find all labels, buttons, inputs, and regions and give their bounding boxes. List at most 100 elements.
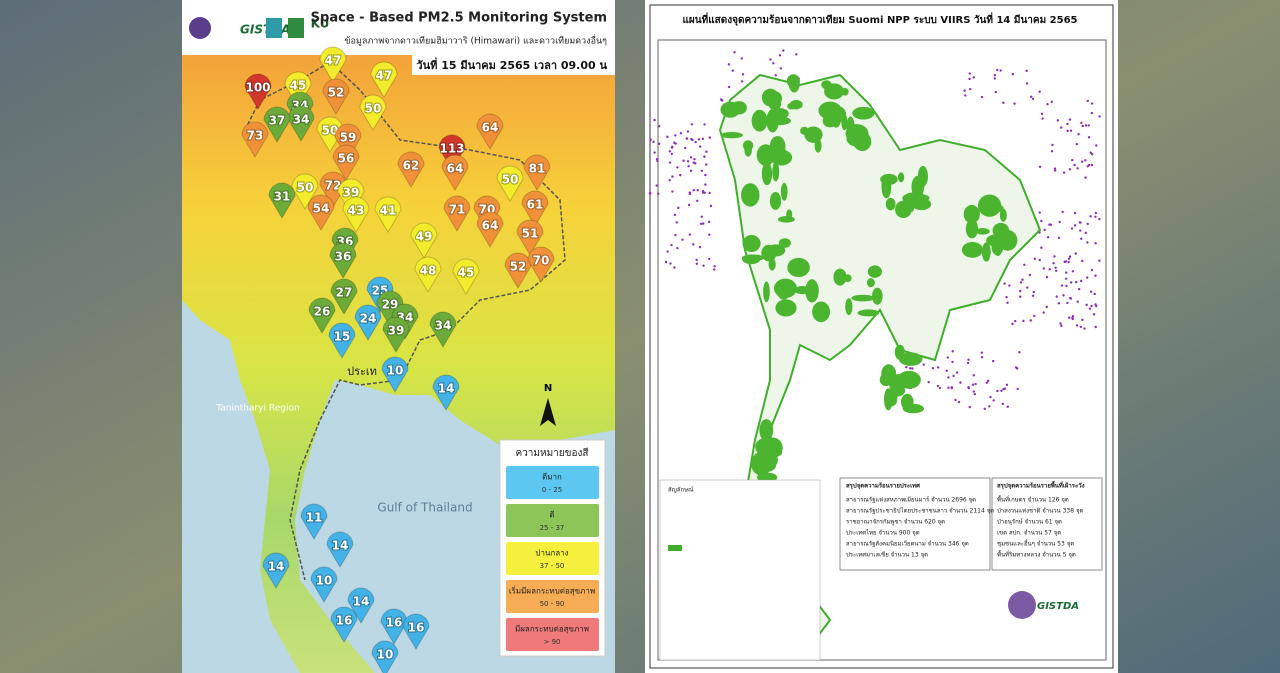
- hotspot: [1028, 273, 1032, 277]
- marker-pin: [244, 73, 272, 110]
- hotspot: [708, 191, 711, 195]
- hotspot: [1060, 126, 1063, 129]
- forest-patch: [844, 274, 852, 283]
- marker-label: 45: [290, 79, 307, 93]
- hotspot: [1042, 311, 1045, 314]
- hotspot: [945, 369, 948, 373]
- logo-text: GISTDA: [1037, 601, 1079, 612]
- thailand: [718, 73, 1042, 642]
- hotspot: [701, 137, 705, 141]
- hotspot: [968, 405, 971, 409]
- hotspot: [1046, 236, 1050, 239]
- hotspot: [1084, 176, 1087, 179]
- hotspot: [993, 73, 997, 77]
- legend-label: ดีมาก: [542, 473, 562, 482]
- map-label: Tanintharyi Region: [215, 404, 299, 414]
- hotspot: [1073, 224, 1077, 227]
- hotspot: [1090, 268, 1094, 272]
- hotspot: [1059, 322, 1062, 325]
- hotspot: [664, 260, 668, 264]
- hotspot: [675, 221, 678, 224]
- legend-swatch: [506, 618, 599, 651]
- hotspot: [689, 169, 693, 173]
- logo: [266, 18, 282, 38]
- marker-pin: [410, 222, 438, 259]
- marker-pin: [414, 256, 442, 293]
- hotspot: [1090, 102, 1094, 105]
- hotspot: [782, 49, 785, 52]
- marker-label: 10: [377, 648, 394, 662]
- marker-pin: [527, 246, 555, 283]
- hotspot: [971, 383, 975, 386]
- hotspot: [1084, 124, 1088, 127]
- hotspot: [733, 51, 736, 54]
- marker-pin: [328, 322, 356, 359]
- hotspot: [671, 190, 674, 193]
- hotspot: [693, 157, 696, 161]
- hotspot: [1077, 133, 1080, 136]
- hotspot: [1011, 322, 1014, 326]
- marker-label: 50: [502, 173, 519, 187]
- hotspot: [980, 95, 984, 99]
- forest-patch: [845, 298, 853, 316]
- hotspot: [653, 118, 656, 122]
- forest-patch: [769, 191, 782, 210]
- hotspot: [1051, 143, 1054, 147]
- summary-line: ป่าสงวนแห่งชาติ จำนวน 338 จุด: [997, 508, 1083, 515]
- hotspot: [779, 67, 783, 70]
- hotspot: [694, 140, 697, 144]
- hotspot: [936, 384, 940, 388]
- hotspot: [1075, 324, 1079, 327]
- hotspot: [1042, 267, 1046, 270]
- hotspot: [653, 151, 656, 154]
- hotspot: [931, 367, 935, 370]
- hotspot: [1050, 149, 1054, 153]
- hotspot: [963, 89, 966, 92]
- summary-title: สรุปจุดความร้อนรายประเทศ: [846, 482, 920, 490]
- compass: [540, 398, 556, 426]
- hotspot: [703, 123, 706, 126]
- hotspot: [1053, 167, 1057, 170]
- logo-text: KU: [311, 17, 330, 31]
- marker-pin: [374, 196, 402, 233]
- hotspot: [1066, 301, 1069, 305]
- marker-label: 64: [482, 219, 499, 233]
- hotspot: [967, 358, 970, 361]
- hotspot: [690, 123, 694, 126]
- forest-patch: [883, 388, 893, 411]
- hotspot: [1086, 241, 1089, 244]
- hotspot: [668, 150, 672, 153]
- hotspot: [719, 98, 723, 101]
- marker-pin: [334, 123, 362, 160]
- hotspot: [1073, 211, 1077, 215]
- date: วันที่ 15 มีนาคม 2565 เวลา 09.00 น: [416, 57, 607, 72]
- hotspot: [1057, 302, 1061, 305]
- marker-pin: [319, 46, 347, 83]
- hotspot: [686, 160, 690, 163]
- marker-pin: [376, 290, 404, 327]
- hotspot: [1033, 314, 1036, 318]
- hotspot: [695, 258, 698, 261]
- marker-label: 11: [306, 511, 323, 525]
- forest-patch: [998, 229, 1018, 251]
- hotspot: [988, 405, 991, 408]
- marker-pin: [308, 297, 336, 334]
- hotspot: [1043, 228, 1046, 232]
- hotspot: [689, 156, 693, 159]
- forest-patch: [841, 87, 849, 96]
- forest-patch: [741, 254, 765, 261]
- marker-label: 29: [382, 298, 399, 312]
- marker-pin: [354, 304, 382, 341]
- hotspot: [1080, 237, 1083, 240]
- hotspot: [950, 386, 954, 389]
- summary-line: ราชอาณาจักรกัมพูชา จำนวน 620 จุด: [846, 519, 945, 526]
- forest-patch: [720, 132, 744, 139]
- hotspot: [1041, 117, 1044, 120]
- hotspot: [955, 371, 959, 374]
- marker-label: 70: [533, 254, 550, 268]
- hotspot: [968, 77, 971, 81]
- hotspot: [1090, 163, 1094, 167]
- hotspot: [1053, 255, 1056, 258]
- hotspot: [696, 199, 699, 203]
- hotspot: [688, 233, 692, 236]
